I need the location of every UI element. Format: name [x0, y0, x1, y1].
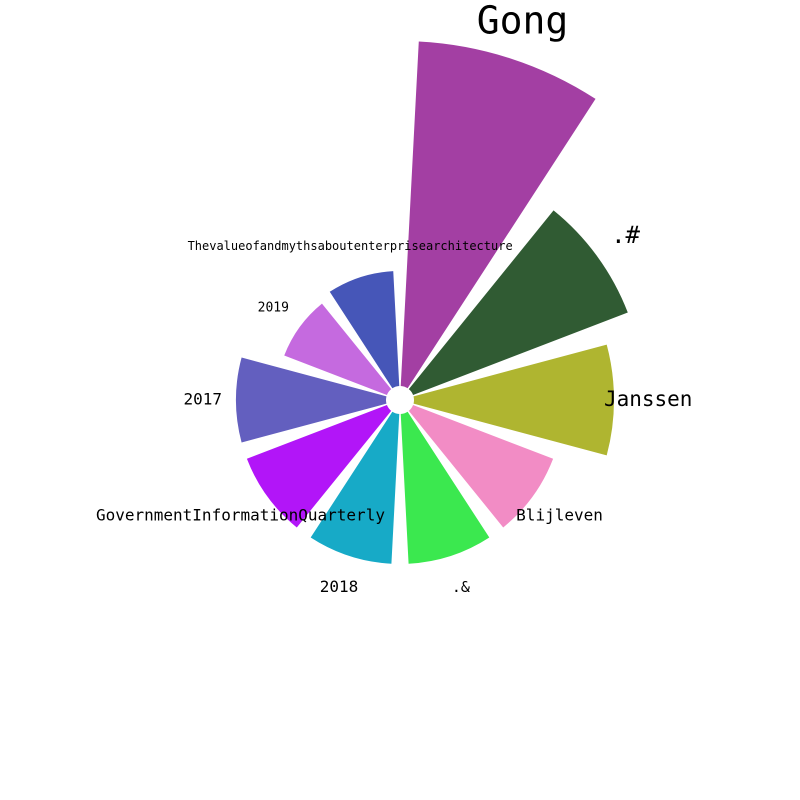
bar-3	[408, 405, 554, 528]
labels-layer: Gong .# Janssen Blijleven .& 2018 GovernmentIn…	[96, 0, 692, 596]
category-label-1: .#	[611, 221, 640, 249]
bar-8	[284, 303, 392, 395]
category-label-9: Thevalueofandmythsaboutenterprisearchite…	[188, 239, 513, 253]
bar-7	[236, 357, 387, 443]
bar-6	[246, 405, 392, 528]
category-label-3: Blijleven	[516, 505, 603, 524]
category-label-4: .&	[452, 578, 470, 596]
category-label-5: 2018	[320, 577, 359, 596]
category-label-2: Janssen	[604, 387, 693, 411]
bar-4	[400, 411, 490, 564]
bar-2	[413, 344, 614, 456]
category-label-6: GovernmentInformationQuarterly	[96, 505, 385, 524]
bar-9	[329, 271, 400, 389]
category-label-7: 2017	[184, 390, 223, 409]
category-label-8: 2019	[258, 300, 289, 315]
bars-layer	[236, 41, 628, 564]
category-label-0: Gong	[477, 0, 569, 42]
bar-1	[408, 210, 628, 395]
bar-0	[400, 41, 596, 389]
bar-5	[310, 411, 400, 564]
